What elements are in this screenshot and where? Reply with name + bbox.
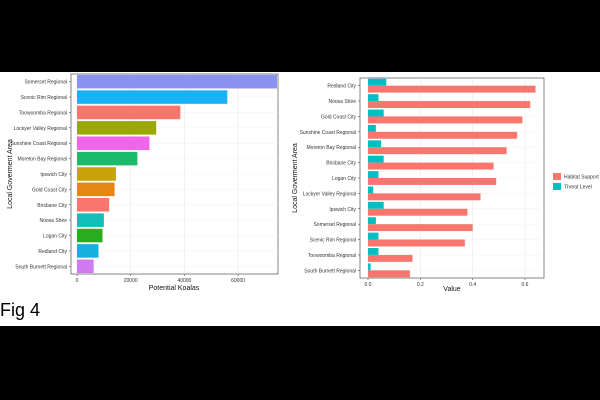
category-label: Toowoomba Regional (19, 110, 67, 116)
x-axis-title-1: Potential Koalas (149, 285, 200, 292)
bar-threat-level (368, 217, 376, 225)
bar-habitat-support (368, 162, 494, 170)
bar-threat-level (368, 155, 384, 163)
bar (77, 121, 157, 135)
x-axis-title-2: Value (443, 286, 460, 293)
bar (77, 105, 181, 120)
category-label: Sunshine Coast Regional (300, 130, 356, 136)
legend-swatch (553, 183, 561, 190)
bar (77, 151, 138, 166)
category-label: Gold Coast City (321, 114, 357, 120)
y-axis-title-2: Local Goverment Area (292, 143, 299, 213)
bars-2 (368, 78, 536, 278)
bar-threat-level (368, 248, 379, 255)
category-label: Scenic Rim Regional (310, 238, 356, 244)
category-label: Ipswich City (40, 172, 67, 178)
bar-habitat-support (368, 239, 465, 247)
x-tick-label: 0.6 (522, 282, 529, 288)
bar-habitat-support (368, 131, 518, 139)
category-label: Redland City (38, 249, 67, 255)
x-tick-labels-2: 0.0 0.2 0.4 0.6 (365, 278, 529, 288)
legend: Habitat Support Threat Level (553, 173, 599, 191)
x-tick-label: 20000 (124, 278, 138, 284)
bar-habitat-support (368, 101, 531, 108)
bar (77, 244, 99, 258)
bar-habitat-support (368, 208, 468, 216)
category-label: Noosa Shire (39, 218, 67, 224)
bars-1 (77, 74, 277, 274)
bar-threat-level (368, 186, 374, 194)
figure-label: Fig 4 (0, 300, 41, 320)
x-tick-label: 0.4 (469, 282, 476, 288)
category-label: Brisbane City (326, 161, 356, 167)
bar (77, 74, 277, 89)
x-tick-label: 60000 (231, 278, 245, 284)
category-label: Scenic Rim Regional (21, 95, 67, 101)
legend-label: Threat Level (564, 185, 592, 191)
category-label: Brisbane City (37, 203, 67, 209)
bar-habitat-support (368, 85, 536, 93)
x-tick-label: 0.0 (365, 282, 372, 288)
bar (77, 213, 104, 227)
category-label: Somerset Regional (313, 222, 356, 228)
bar-threat-level (368, 171, 379, 178)
category-label: Moreton Bay Regional (307, 145, 356, 151)
x-tick-label: 0.2 (417, 282, 424, 288)
habitat-threat-chart: Redland City Noosa Shire Gold Coast City Su… (292, 77, 599, 293)
category-label: Ipswich City (329, 207, 356, 213)
category-label: Logan City (332, 176, 356, 182)
category-label: Moreton Bay Regional (18, 157, 67, 163)
bar-threat-level (368, 78, 387, 86)
bar (77, 198, 110, 212)
bar (77, 259, 94, 274)
bar-habitat-support (368, 254, 413, 262)
category-label: South Burnett Regional (15, 264, 67, 270)
category-label: Noosa Shire (328, 99, 356, 105)
category-labels-1: Somerset Regional Scenic Rim Regional Toow… (11, 80, 71, 270)
category-label: Lockyer Valley Regional (14, 126, 67, 132)
category-label: Gold Coast City (32, 187, 68, 193)
x-tick-label: 40000 (177, 278, 191, 284)
bar (77, 136, 150, 150)
bar-threat-level (368, 201, 384, 209)
x-tick-label: 0 (76, 278, 79, 284)
bar-threat-level (368, 124, 376, 132)
category-label: South Burnett Regional (304, 268, 356, 274)
bar (77, 90, 228, 104)
category-label: Somerset Regional (24, 80, 67, 86)
legend-swatch (553, 173, 561, 180)
legend-label: Habitat Support (564, 175, 599, 181)
x-tick-labels-1: 0 20000 40000 60000 (76, 274, 245, 284)
category-label: Redland City (327, 84, 356, 90)
category-label: Sunshine Coast Regional (11, 141, 67, 147)
bar-habitat-support (368, 147, 507, 155)
bar (77, 167, 116, 181)
bar-habitat-support (368, 224, 473, 232)
bar (77, 182, 115, 197)
bar-habitat-support (368, 193, 481, 201)
bar (77, 228, 103, 243)
bar-threat-level (368, 94, 379, 102)
bar-threat-level (368, 140, 382, 148)
bar-habitat-support (368, 270, 410, 278)
category-label: Lockyer Valley Regional (303, 191, 356, 197)
category-labels-2: Redland City Noosa Shire Gold Coast City Su… (300, 84, 360, 274)
bar-habitat-support (368, 116, 523, 124)
category-label: Toowoomba Regional (308, 253, 356, 259)
bar-habitat-support (368, 178, 497, 185)
bar-threat-level (368, 109, 384, 117)
y-axis-title-1: Local Goverment Area (7, 139, 14, 209)
category-label: Logan City (43, 234, 67, 240)
bar-threat-level (368, 263, 371, 271)
bar-threat-level (368, 232, 379, 240)
potential-koalas-chart: Somerset Regional Scenic Rim Regional Toow… (7, 73, 279, 292)
